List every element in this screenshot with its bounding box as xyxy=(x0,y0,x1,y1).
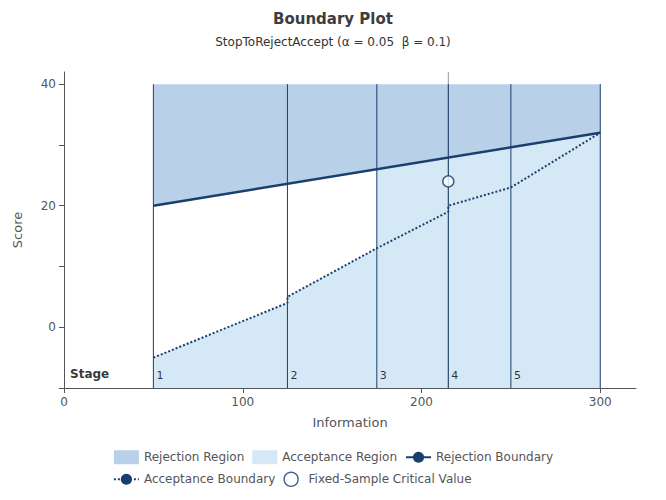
svg-text:0: 0 xyxy=(60,395,68,409)
svg-text:200: 200 xyxy=(410,395,433,409)
svg-text:5: 5 xyxy=(514,369,521,382)
svg-text:Information: Information xyxy=(312,415,387,430)
svg-text:Rejection Boundary: Rejection Boundary xyxy=(436,450,553,464)
svg-text:0: 0 xyxy=(48,320,56,334)
svg-text:20: 20 xyxy=(41,199,56,213)
svg-text:Fixed-Sample Critical Value: Fixed-Sample Critical Value xyxy=(309,472,472,486)
svg-text:100: 100 xyxy=(231,395,254,409)
svg-text:Rejection Region: Rejection Region xyxy=(144,450,244,464)
svg-text:Boundary Plot: Boundary Plot xyxy=(273,10,393,28)
svg-text:2: 2 xyxy=(290,369,297,382)
svg-text:Score: Score xyxy=(10,212,25,248)
svg-text:40: 40 xyxy=(41,77,56,91)
svg-text:Acceptance Boundary: Acceptance Boundary xyxy=(144,472,275,486)
svg-text:StopToRejectAccept (α = 0.05: StopToRejectAccept (α = 0.05 β = 0.1) xyxy=(215,35,451,49)
svg-text:300: 300 xyxy=(589,395,612,409)
svg-text:Acceptance Region: Acceptance Region xyxy=(282,450,397,464)
svg-text:4: 4 xyxy=(451,369,458,382)
svg-text:3: 3 xyxy=(380,369,387,382)
svg-text:1: 1 xyxy=(156,369,163,382)
svg-text:Stage: Stage xyxy=(70,367,109,381)
